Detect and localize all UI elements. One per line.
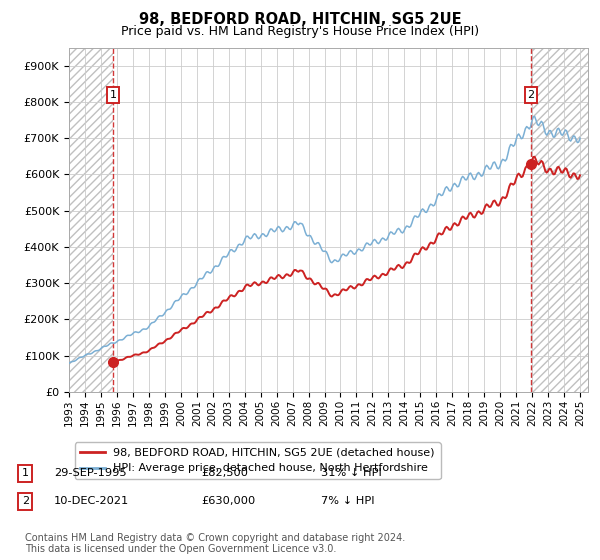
Text: 98, BEDFORD ROAD, HITCHIN, SG5 2UE: 98, BEDFORD ROAD, HITCHIN, SG5 2UE (139, 12, 461, 27)
Text: 29-SEP-1995: 29-SEP-1995 (54, 468, 127, 478)
Text: £630,000: £630,000 (201, 496, 255, 506)
Text: 2: 2 (22, 496, 29, 506)
Text: 7% ↓ HPI: 7% ↓ HPI (321, 496, 374, 506)
Text: 10-DEC-2021: 10-DEC-2021 (54, 496, 129, 506)
Text: Price paid vs. HM Land Registry's House Price Index (HPI): Price paid vs. HM Land Registry's House … (121, 25, 479, 38)
Text: 1: 1 (109, 90, 116, 100)
Bar (531, 48, 588, 392)
Text: 31% ↓ HPI: 31% ↓ HPI (321, 468, 382, 478)
Text: 2: 2 (527, 90, 535, 100)
Text: 1: 1 (22, 468, 29, 478)
Text: Contains HM Land Registry data © Crown copyright and database right 2024.
This d: Contains HM Land Registry data © Crown c… (25, 533, 406, 554)
Legend: 98, BEDFORD ROAD, HITCHIN, SG5 2UE (detached house), HPI: Average price, detache: 98, BEDFORD ROAD, HITCHIN, SG5 2UE (deta… (74, 442, 440, 479)
Text: £82,500: £82,500 (201, 468, 248, 478)
Bar (69, 48, 113, 392)
